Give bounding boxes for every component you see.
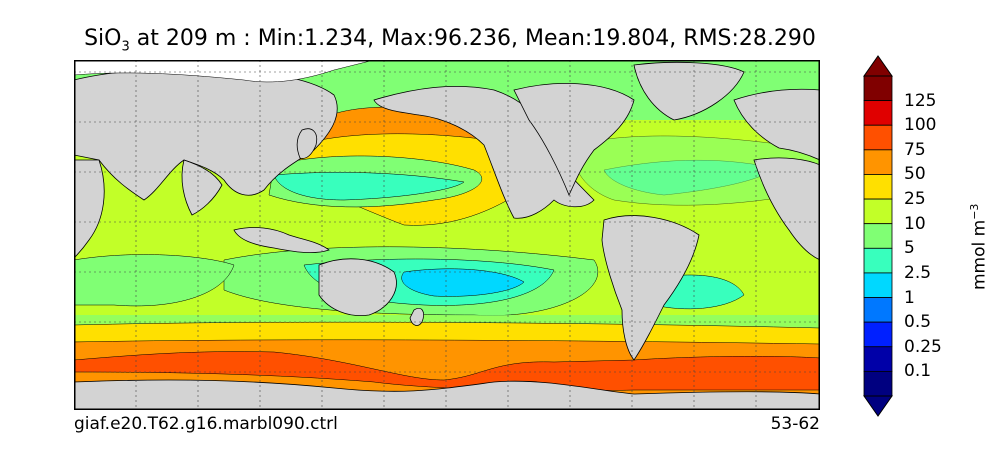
- land-north-america-east: [513, 83, 635, 196]
- north-pacific-teal: [273, 172, 465, 201]
- colorbar-tick-label: 0.1: [904, 361, 932, 382]
- land-north-america: [373, 85, 595, 219]
- arctic-no-data: [74, 60, 375, 83]
- land-africa-right: [753, 157, 820, 261]
- units-text: mmol m: [969, 219, 990, 290]
- colorbar-tick-label: 0.25: [904, 336, 942, 357]
- colorbar-swatch: [863, 75, 893, 102]
- colorbar-tick-label: 1: [904, 287, 915, 308]
- graticule: [74, 60, 820, 410]
- colorbar-over-triangle: [863, 55, 893, 77]
- colorbar-swatch: [863, 223, 893, 249]
- colorbar-swatch: [863, 174, 893, 200]
- title-subscript: 3: [121, 39, 130, 55]
- colorbar-swatch: [863, 124, 893, 151]
- colorbar-swatch: [863, 198, 893, 225]
- years-label: 53-62: [770, 414, 820, 434]
- colorbar-tick-label: 2.5: [904, 262, 932, 283]
- title-species: SiO: [84, 26, 122, 51]
- colorbar-units: mmol m−3: [968, 204, 990, 290]
- colorbar-swatch: [863, 149, 893, 175]
- colorbar-tick-label: 25: [904, 189, 926, 210]
- colorbar-tick-label: 5: [904, 238, 915, 259]
- colorbar-swatch: [863, 370, 893, 397]
- south-pacific-cyan: [401, 268, 525, 297]
- north-atlantic-green: [572, 135, 820, 206]
- colorbar-swatch: [863, 321, 893, 348]
- map-frame: [74, 60, 820, 410]
- title-stats: at 209 m : Min:1.234, Max:96.236, Mean:1…: [129, 26, 816, 51]
- case-name: giaf.e20.T62.g16.marbl090.ctrl: [74, 414, 338, 434]
- colorbar-swatches: [863, 75, 893, 397]
- colorbar-swatch: [863, 346, 893, 372]
- land-greenland: [633, 61, 745, 121]
- colorbar-tick-label: 100: [904, 115, 937, 136]
- land-new-zealand: [409, 307, 424, 326]
- land-india: [181, 159, 223, 216]
- colorbar-swatch: [863, 297, 893, 323]
- land-australia: [318, 258, 397, 317]
- units-exponent: −3: [968, 203, 981, 220]
- colorbar-under-triangle: [863, 395, 893, 417]
- land-south-america: [601, 215, 700, 361]
- land-japan: [296, 128, 318, 159]
- colorbar-tick-label: 75: [904, 139, 926, 160]
- colorbar: [863, 55, 893, 417]
- land-antarctica: [74, 379, 820, 410]
- southern-red-band: [74, 351, 820, 391]
- land-africa-left: [74, 159, 105, 259]
- colorbar-swatch: [863, 247, 893, 274]
- colorbar-tick-label: 10: [904, 213, 926, 234]
- colorbar-swatch: [863, 272, 893, 298]
- land-indonesia: [233, 227, 330, 254]
- colorbar-tick-label: 125: [904, 90, 937, 111]
- colorbar-swatch: [863, 100, 893, 126]
- colorbar-tick-label: 0.5: [904, 312, 932, 333]
- ocean-map: [74, 60, 820, 410]
- indian-ocean-green: [74, 254, 235, 307]
- colorbar-tick-label: 50: [904, 164, 926, 185]
- map-title: SiO3 at 209 m : Min:1.234, Max:96.236, M…: [0, 26, 900, 54]
- land-europe-right: [733, 88, 820, 161]
